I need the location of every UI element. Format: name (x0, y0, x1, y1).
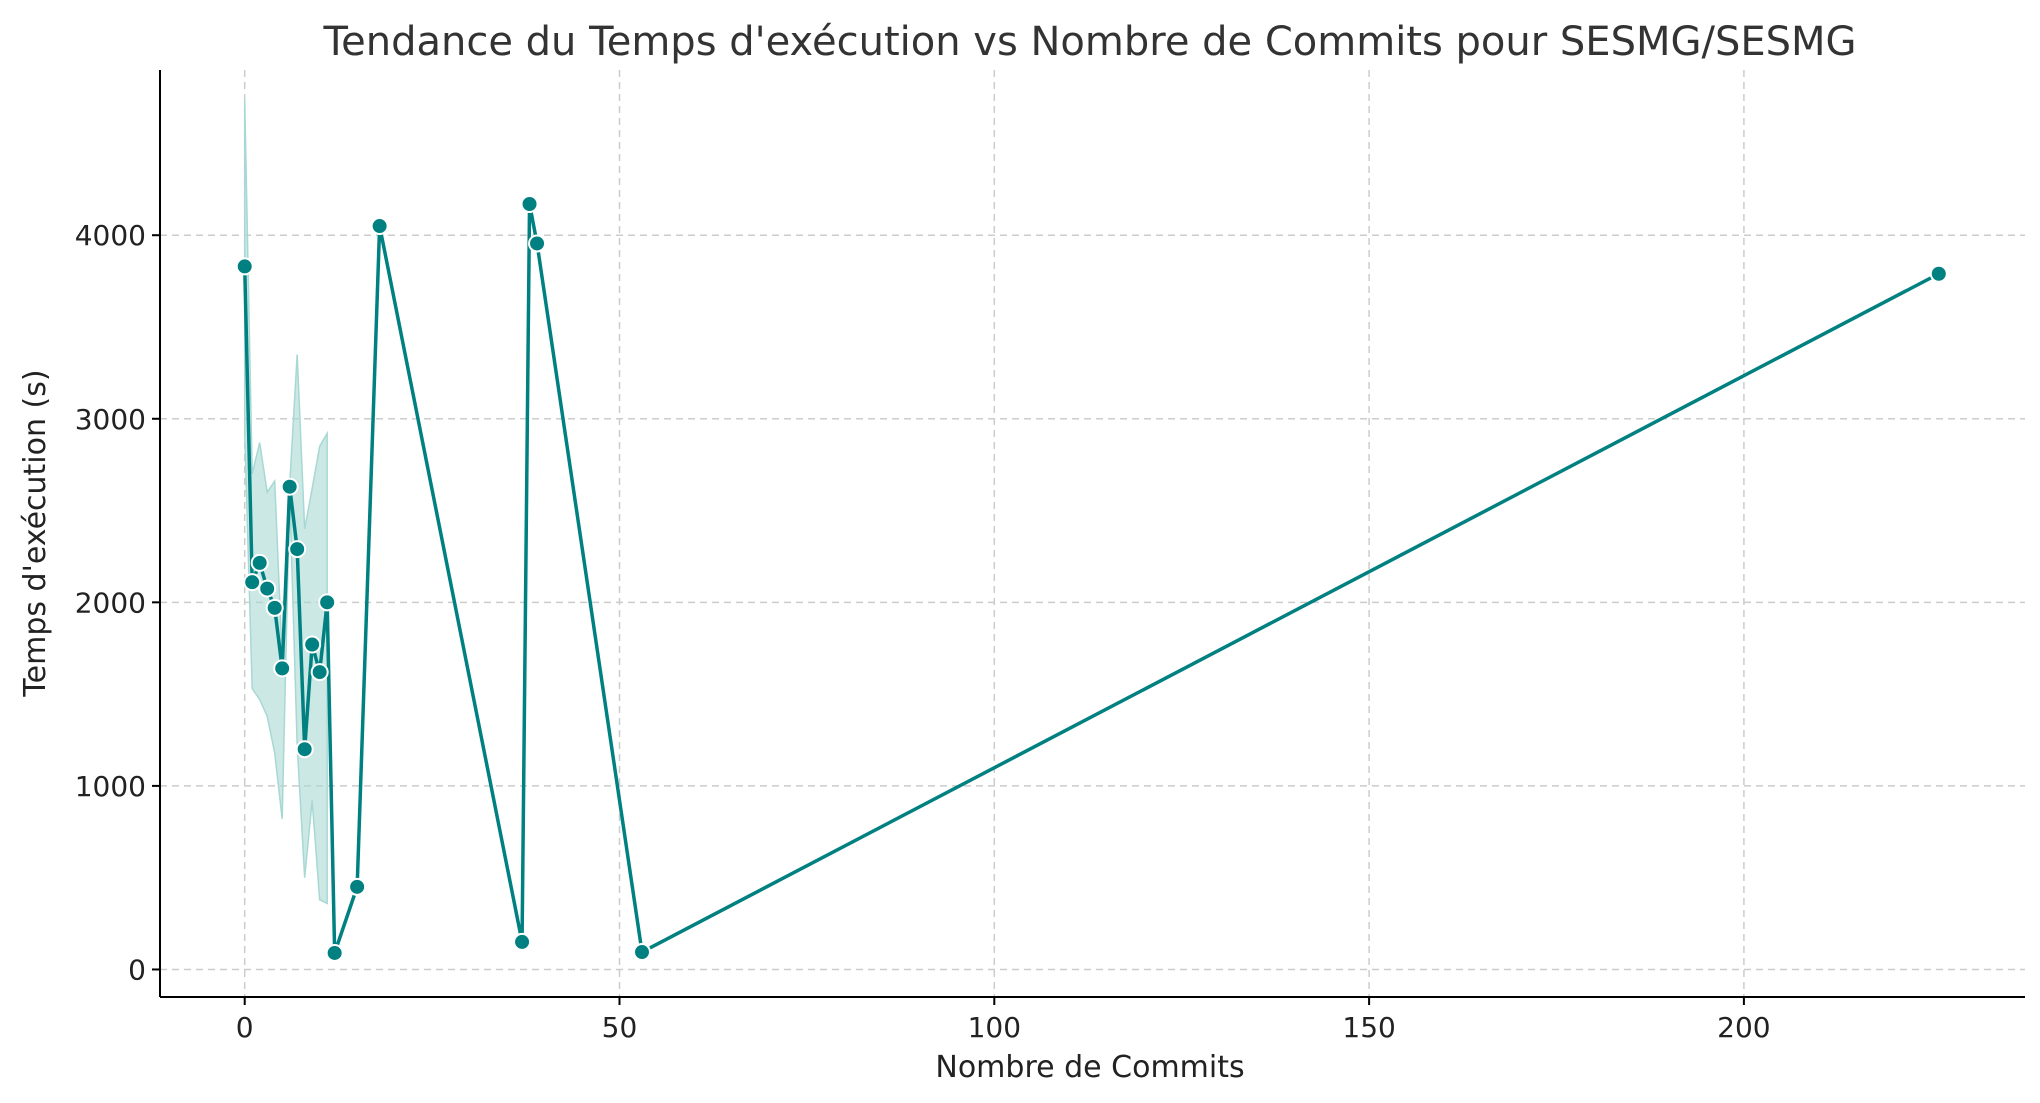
x-tick-label: 0 (236, 1011, 254, 1044)
data-point (325, 943, 344, 962)
grid (160, 70, 2025, 997)
y-tick-label: 2000 (75, 586, 146, 619)
data-points (235, 195, 1948, 962)
data-point (303, 635, 322, 654)
x-tick-label: 50 (602, 1011, 638, 1044)
data-point (258, 579, 277, 598)
y-tick-label: 3000 (75, 403, 146, 436)
confidence-band-area (243, 99, 328, 905)
data-point (520, 195, 539, 214)
x-tick-label: 100 (968, 1011, 1021, 1044)
data-point (528, 234, 547, 253)
data-point (295, 740, 314, 759)
data-point (280, 477, 299, 496)
data-point (273, 659, 292, 678)
series-polyline (242, 202, 1940, 955)
x-axis-label: Nombre de Commits (935, 1050, 1244, 1085)
confidence-band (243, 99, 328, 905)
data-point (348, 877, 367, 896)
data-point (288, 540, 307, 559)
data-point (513, 932, 532, 951)
data-point (318, 593, 337, 612)
data-point (235, 257, 254, 276)
data-point (310, 663, 329, 682)
data-point (370, 217, 389, 236)
data-point (265, 598, 284, 617)
data-point (1929, 264, 1948, 283)
data-point (632, 943, 651, 962)
y-axis-label: Temps d'exécution (s) (18, 369, 53, 697)
series-line (242, 202, 1940, 955)
x-tick-label: 200 (1717, 1011, 1770, 1044)
y-tick-label: 0 (128, 953, 146, 986)
axes (159, 70, 2025, 998)
x-tick-label: 150 (1342, 1011, 1395, 1044)
data-point (243, 573, 262, 592)
y-tick-label: 1000 (75, 770, 146, 803)
y-tick-label: 4000 (75, 219, 146, 252)
chart-title: Tendance du Temps d'exécution vs Nombre … (322, 19, 1856, 65)
data-point (250, 553, 269, 572)
